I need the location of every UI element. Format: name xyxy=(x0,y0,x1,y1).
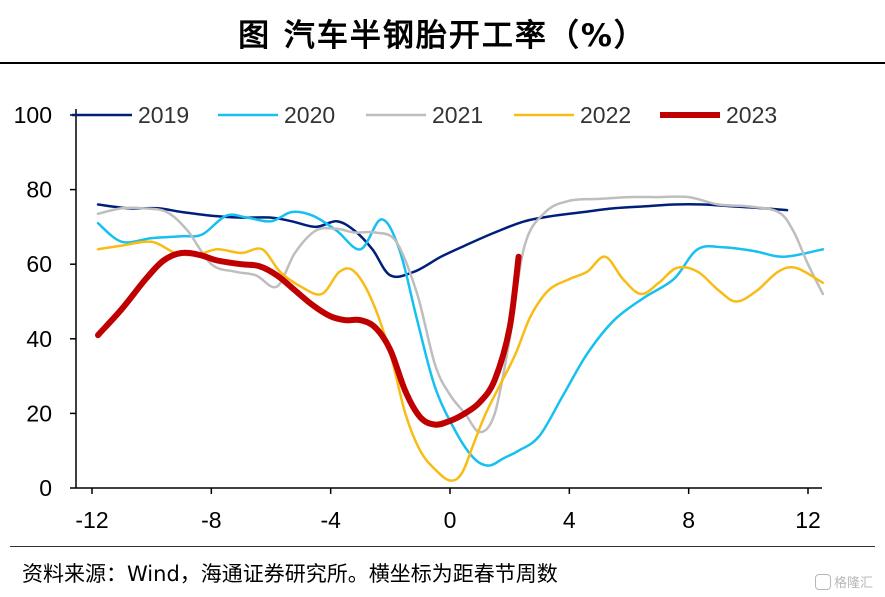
y-tick-label: 100 xyxy=(14,102,52,128)
x-tick-label: -4 xyxy=(320,507,341,533)
chart-title: 图 汽车半钢胎开工率（%） xyxy=(238,18,647,54)
legend-label-2023: 2023 xyxy=(726,102,777,128)
y-tick-label: 40 xyxy=(26,326,52,352)
y-tick-label: 20 xyxy=(26,400,52,426)
legend-label-2022: 2022 xyxy=(580,102,631,128)
series-line-2022 xyxy=(96,240,825,482)
series-line-2020 xyxy=(96,210,825,467)
series-line-2021 xyxy=(96,195,825,434)
watermark-logo-icon xyxy=(814,574,831,590)
source-divider xyxy=(10,546,875,547)
y-tick-label: 80 xyxy=(26,177,52,203)
x-tick-label: -12 xyxy=(75,507,108,533)
series-line-2023 xyxy=(95,249,522,428)
watermark: 格隆汇 xyxy=(814,572,873,591)
source-note: 资料来源：Wind，海通证券研究所。横坐标为距春节周数 xyxy=(22,562,558,586)
series-line-2019 xyxy=(96,203,789,279)
y-tick-label: 60 xyxy=(26,251,52,277)
x-tick-label: 0 xyxy=(444,507,457,533)
legend-label-2021: 2021 xyxy=(432,102,483,128)
x-tick-label: -8 xyxy=(201,507,221,533)
legend-label-2019: 2019 xyxy=(138,102,189,128)
title-bar: 图 汽车半钢胎开工率（%） xyxy=(0,0,885,64)
title-divider xyxy=(0,62,885,64)
legend-label-2020: 2020 xyxy=(284,102,335,128)
x-tick-label: 4 xyxy=(563,507,576,533)
y-tick-label: 0 xyxy=(39,475,52,501)
watermark-text: 格隆汇 xyxy=(833,576,873,591)
x-tick-label: 12 xyxy=(795,507,821,533)
x-tick-label: 8 xyxy=(682,507,695,533)
line-chart: 0 20 40 60 80 100 -12 -8 -4 0 4 8 12 2019 2020 2021 2022… xyxy=(14,102,825,533)
